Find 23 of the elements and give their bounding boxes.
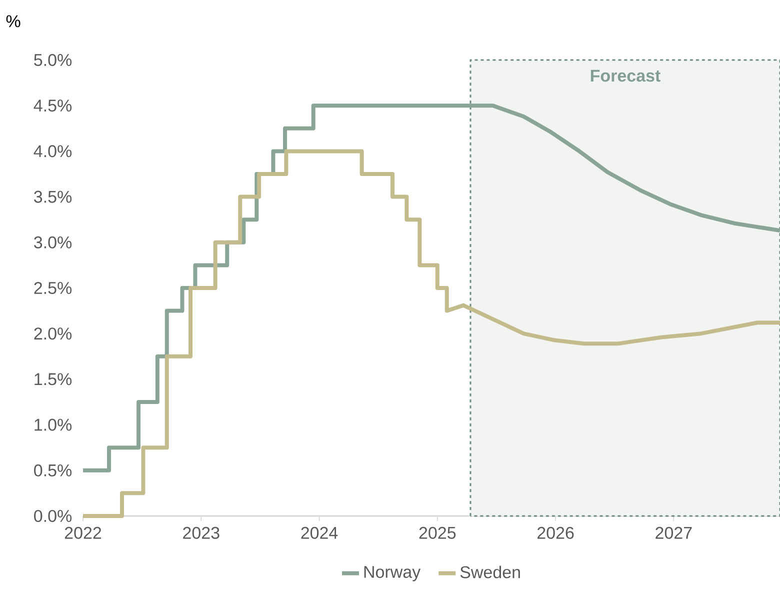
y-tick-label: 4.5%	[34, 100, 72, 112]
x-tick-label: 2026	[537, 526, 574, 539]
y-tick-label: 5.0%	[34, 54, 72, 66]
y-tick-label: 4.0%	[34, 145, 72, 158]
x-tick-label: 2027	[656, 526, 692, 539]
legend-label: Sweden	[460, 566, 520, 578]
y-tick-label: 1.5%	[34, 373, 72, 386]
x-tick-label: 2025	[419, 526, 456, 539]
y-axis-title: %	[6, 15, 20, 28]
line-series	[81, 104, 780, 472]
y-tick-label: 1.0%	[34, 418, 72, 431]
legend-label: Norway	[364, 566, 421, 582]
y-tick-label: 2.5%	[34, 282, 72, 294]
y-tick-label: 0.5%	[34, 464, 72, 476]
y-tick-label: 2.0%	[34, 328, 72, 340]
x-tick-label: 2022	[64, 526, 102, 539]
y-tick-label: 3.5%	[34, 190, 72, 203]
x-tick-label: 2024	[301, 526, 338, 539]
x-tick-label: 2023	[183, 526, 220, 539]
band-label: Forecast	[590, 70, 660, 82]
line-series	[81, 149, 780, 518]
y-tick-label: 3.0%	[34, 236, 72, 248]
y-tick-label: 0.0%	[34, 510, 72, 522]
